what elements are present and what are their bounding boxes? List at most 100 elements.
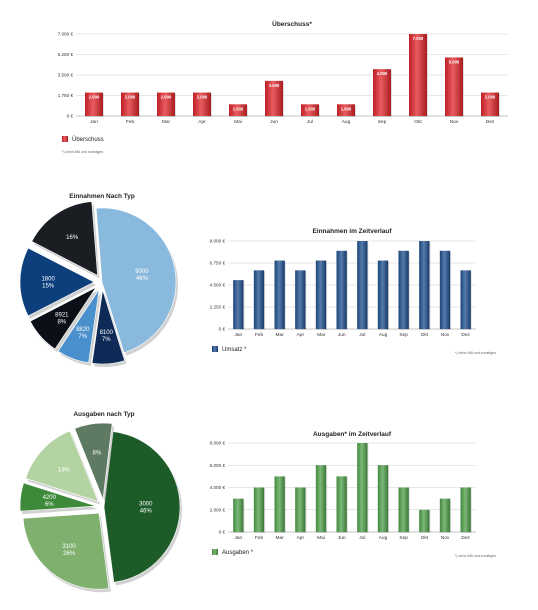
y-tick-label: 0 € — [219, 530, 226, 535]
y-tick-label: 1.750 € — [58, 93, 74, 98]
x-tick-label: Okt — [421, 332, 429, 338]
x-tick-label: Apr — [297, 332, 305, 338]
x-tick-label: Nov — [441, 332, 450, 338]
bar — [193, 92, 211, 116]
chart-title: Einnahmen Nach Typ — [69, 193, 135, 200]
pie-slice — [25, 430, 99, 503]
pie-label: 4200 — [43, 495, 57, 501]
bar — [439, 498, 451, 532]
data-label: 3.000 — [269, 83, 280, 88]
x-tick-label: Mar — [162, 119, 171, 125]
pie-slice — [57, 289, 100, 364]
bar — [274, 476, 285, 532]
bar — [85, 92, 103, 116]
y-tick-label: 4.000 € — [210, 485, 226, 490]
data-label: 1.000 — [341, 106, 352, 111]
y-tick-label: 4.500 € — [210, 283, 226, 288]
bar — [398, 250, 409, 329]
x-tick-label: Mar — [276, 332, 285, 338]
chart-title: Ausgaben nach Typ — [73, 411, 134, 418]
chart-title: Einnahmen im Zeitverlauf — [312, 228, 392, 235]
y-tick-label: 6.750 € — [210, 261, 226, 266]
chart-einnahmen-typ: Einnahmen Nach Typ900046%81007%88207%892… — [19, 193, 178, 367]
bar — [265, 80, 283, 116]
x-tick-label: Mai — [317, 332, 325, 338]
bar — [229, 104, 247, 116]
bar — [377, 465, 389, 532]
pie-slice — [19, 247, 95, 317]
bar — [301, 104, 319, 116]
x-tick-label: Jul — [359, 535, 365, 541]
legend-label: Überschuss — [72, 136, 104, 143]
bar — [460, 487, 471, 532]
pie-slice — [31, 201, 98, 276]
pie-label: 46% — [136, 276, 149, 282]
x-tick-label: Apr — [198, 119, 206, 125]
y-tick-label: 0 € — [67, 114, 74, 119]
pie-label: 3000 — [139, 501, 153, 507]
bar — [419, 509, 430, 532]
bar — [357, 241, 368, 329]
bar — [233, 498, 244, 532]
y-tick-label: 2.250 € — [210, 305, 226, 310]
chart-title: Überschuss* — [272, 19, 312, 28]
bar — [274, 260, 285, 329]
bar — [336, 250, 347, 329]
legend-swatch — [212, 549, 218, 555]
y-tick-label: 5.250 € — [58, 52, 74, 57]
x-tick-label: Jul — [359, 332, 365, 338]
x-tick-label: Feb — [255, 332, 264, 338]
x-tick-label: Okt — [421, 535, 429, 541]
legend-label: Umsatz * — [222, 347, 247, 353]
pie-label: 6% — [45, 502, 54, 508]
y-tick-label: 6.000 € — [210, 463, 226, 468]
data-label: 5.000 — [449, 59, 460, 64]
bar — [409, 34, 427, 116]
bar — [121, 92, 139, 116]
pie-slice — [22, 512, 110, 590]
x-tick-label: Aug — [379, 332, 388, 338]
data-label: 1.000 — [305, 106, 316, 111]
bar — [398, 487, 409, 532]
legend-label: Ausgaben * — [222, 550, 254, 556]
x-tick-label: Mar — [276, 535, 285, 541]
pie-label: 8100 — [100, 330, 114, 336]
legend-swatch — [62, 136, 68, 142]
bar — [315, 465, 327, 532]
bar — [253, 487, 265, 532]
pie-slice — [29, 286, 97, 350]
chart-title: Ausgaben* im Zeitverlauf — [313, 431, 392, 438]
x-tick-label: Feb — [255, 535, 264, 541]
data-label: 2.000 — [125, 95, 136, 100]
bar — [460, 270, 471, 329]
bar — [445, 57, 463, 116]
x-tick-label: Feb — [126, 119, 135, 125]
bar — [481, 92, 499, 116]
bar — [377, 260, 389, 329]
data-label: 2.000 — [89, 95, 100, 100]
x-tick-label: Jun — [338, 332, 346, 338]
pie-label: 9000 — [135, 269, 149, 275]
pie-label: 7% — [102, 337, 111, 343]
pie-slice — [103, 431, 181, 583]
pie-slice — [19, 482, 97, 512]
pie-label: 7% — [78, 334, 87, 340]
bar — [253, 270, 265, 329]
footnote: *) ohne AfA und sonstiges — [455, 351, 496, 355]
bar — [337, 104, 355, 116]
pie-label: 3100 — [62, 544, 76, 550]
data-label: 7.000 — [413, 36, 424, 41]
pie-label: 16% — [66, 235, 79, 241]
x-tick-label: Jul — [307, 119, 313, 125]
x-tick-label: Aug — [379, 535, 388, 541]
footnote: *) ohne AfA und sonstiges — [62, 150, 103, 154]
x-tick-label: Aug — [342, 119, 351, 125]
data-label: 4.000 — [377, 71, 388, 76]
x-tick-label: Sep — [399, 535, 408, 541]
x-tick-label: Jun — [338, 535, 346, 541]
y-tick-label: 7.000 € — [58, 32, 74, 37]
x-tick-label: Apr — [297, 535, 305, 541]
bar — [419, 241, 430, 329]
y-tick-label: 9.000 € — [210, 239, 226, 244]
